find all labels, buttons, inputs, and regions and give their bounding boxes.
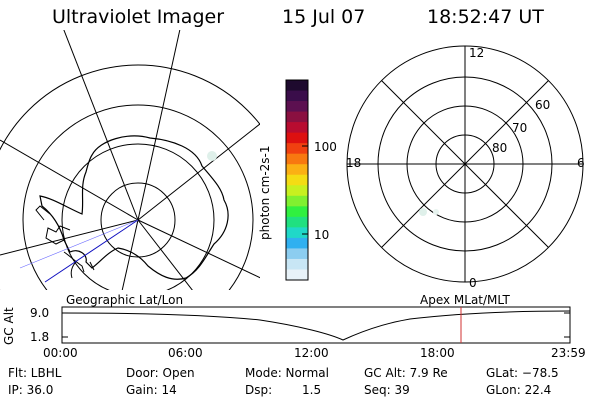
map-lon-line	[137, 219, 193, 290]
map-lat-circle	[22, 104, 254, 290]
colorbar-segment	[286, 237, 308, 250]
map-lat-circle	[0, 64, 260, 290]
colorbar-segment	[286, 195, 308, 207]
map-lon-line	[137, 30, 181, 221]
geo-label: Geographic Lat/Lon	[66, 293, 184, 307]
satellite-track	[19, 219, 139, 269]
mlt-label-0: 0	[469, 276, 477, 290]
map-lon-line	[137, 219, 260, 279]
colorbar-segment	[286, 143, 308, 155]
faint-emission	[207, 151, 217, 161]
info-glon: GLon: 22.4	[486, 383, 552, 397]
timeline-xtick-0600: 06:00	[168, 346, 203, 360]
timeline-ytick-1-8: 1.8	[30, 330, 50, 344]
timeline-xtick-1200: 12:00	[294, 346, 329, 360]
colorbar-segment	[286, 216, 308, 228]
info-flt: Flt: LBHL	[8, 366, 62, 380]
faint-emission	[433, 209, 439, 215]
info-glat: GLat: −78.5	[486, 366, 559, 380]
time-label: 18:52:47 UT	[427, 6, 544, 28]
colorbar-tick-10: 10	[314, 228, 330, 242]
info-dsp-label: Dsp:	[245, 383, 273, 397]
faint-emission	[419, 208, 427, 216]
altitude-curve	[61, 310, 571, 341]
timeline-xtick-2359: 23:59	[551, 346, 586, 360]
mlt-label-6: 6	[577, 156, 585, 170]
colorbar-segment	[286, 164, 308, 176]
lat-label-80: 80	[492, 141, 508, 155]
colorbar-segment	[286, 111, 308, 123]
lat-label-60: 60	[535, 98, 551, 112]
timeline-xtick-1800: 18:00	[420, 346, 455, 360]
colorbar-segment	[286, 90, 308, 102]
colorbar-segment	[286, 80, 308, 92]
colorbar-segment	[286, 101, 308, 113]
satellite-track	[44, 219, 139, 283]
colorbar-segment	[286, 153, 308, 165]
colorbar-segment	[286, 206, 308, 218]
date-label: 15 Jul 07	[282, 6, 366, 28]
timeline-xtick-0000: 00:00	[43, 346, 78, 360]
lat-label-70: 70	[512, 121, 528, 135]
colorbar-segment	[286, 132, 308, 144]
polar-spoke-diagonal	[381, 80, 549, 248]
map-lon-line	[137, 123, 260, 221]
timeline-frame	[61, 306, 571, 344]
colorbar-segment	[286, 269, 308, 281]
colorbar-tick-100: 100	[314, 140, 337, 154]
map-lon-line	[0, 139, 139, 221]
antarctica-outline	[39, 135, 229, 280]
info-mode: Mode: Normal	[245, 366, 329, 380]
map-lon-line	[121, 219, 139, 290]
colorbar-segment	[286, 227, 308, 239]
app-title: Ultraviolet Imager	[52, 6, 225, 28]
info-gain: Gain: 14	[126, 383, 177, 397]
map-lat-circle	[61, 143, 215, 290]
map-lon-line	[0, 219, 139, 256]
colorbar-segment	[286, 258, 308, 271]
info-dsp-value: 1.5	[302, 383, 322, 397]
mlt-label-18: 18	[346, 156, 362, 170]
timeline-yaxis-label: GC Alt	[2, 307, 16, 345]
info-gc-alt: GC Alt: 7.9 Re	[364, 366, 448, 380]
colorbar-segment	[286, 185, 308, 197]
map-lon-line	[63, 30, 139, 221]
colorbar-segment	[286, 174, 308, 186]
coast-detail	[63, 251, 95, 279]
apex-label: Apex MLat/MLT	[420, 293, 510, 307]
info-ip: IP: 36.0	[8, 383, 54, 397]
info-door: Door: Open	[126, 366, 195, 380]
mlt-label-12: 12	[469, 46, 485, 60]
colorbar-segment	[286, 248, 308, 260]
info-seq: Seq: 39	[364, 383, 410, 397]
peninsula-outline	[35, 205, 71, 245]
timeline-ytick-9: 9.0	[30, 306, 50, 320]
colorbar-segment	[286, 122, 308, 134]
